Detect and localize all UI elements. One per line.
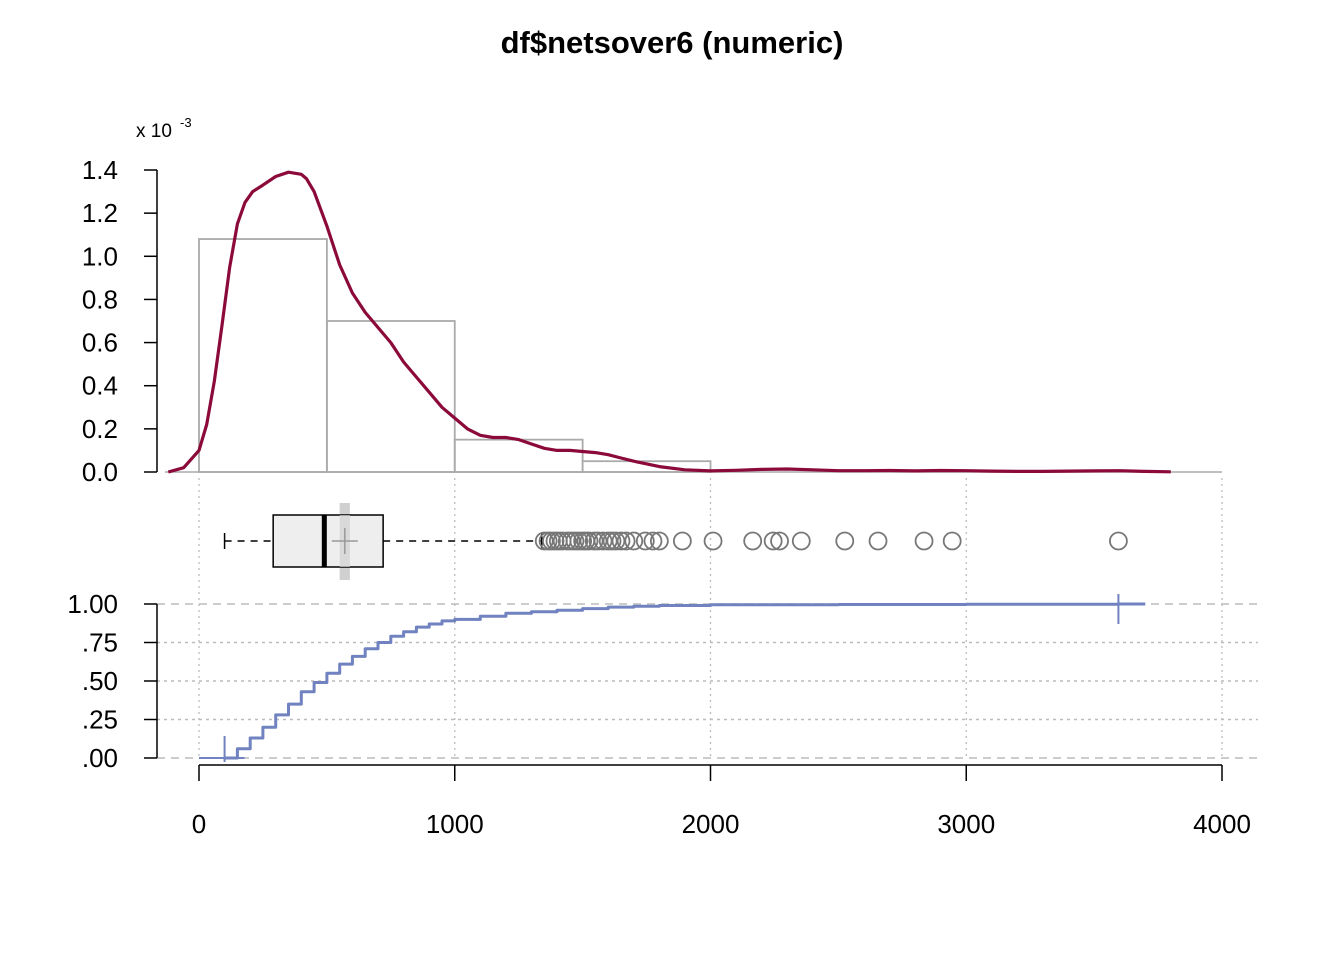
density-y-tick-label: 0.2	[82, 414, 118, 444]
ecdf-y-tick-label: .75	[82, 628, 118, 658]
boxplot-panel	[223, 503, 1128, 580]
outlier-point	[606, 531, 626, 551]
density-y-tick-label: 0.4	[82, 371, 118, 401]
x-axis: 0 1000 2000 3000 4000	[192, 764, 1251, 839]
outlier-point	[672, 531, 692, 551]
density-y-tick-label: 1.2	[82, 198, 118, 228]
histogram-bar	[581, 460, 712, 473]
outlier-point	[868, 531, 888, 551]
density-y-tick-label: 0.6	[82, 328, 118, 358]
x-tick-label: 4000	[1193, 809, 1251, 839]
outlier-point	[616, 531, 636, 551]
outlier-point	[914, 531, 934, 551]
outlier-point	[593, 531, 613, 551]
outlier-point	[743, 531, 763, 551]
density-y-tick-label: 1.0	[82, 241, 118, 271]
density-curve	[167, 170, 1171, 474]
outlier-point	[624, 531, 644, 551]
ecdf-y-tick-label: 1.00	[67, 589, 118, 619]
outlier-point	[942, 531, 962, 551]
outlier-point	[770, 531, 789, 551]
x-tick-label: 2000	[682, 809, 740, 839]
outlier-point	[703, 531, 723, 551]
outlier-point	[649, 531, 669, 551]
outlier-point	[835, 531, 855, 551]
outlier-point	[611, 531, 631, 551]
histogram-bar	[453, 438, 584, 473]
ecdf-y-tick-label: .00	[82, 743, 118, 773]
interquartile-box	[272, 514, 384, 568]
outlier-point	[643, 531, 663, 551]
density-y-tick-label: 0.8	[82, 284, 118, 314]
x-tick-label: 1000	[426, 809, 484, 839]
ecdf-y-tick-label: .50	[82, 666, 118, 696]
chart-title: df$netsover6 (numeric)	[501, 25, 844, 60]
x-tick-label: 3000	[937, 809, 995, 839]
density-y-multiplier: x 10 -3	[136, 115, 192, 142]
density-y-multiplier-base: x 10	[136, 121, 172, 142]
density-y-multiplier-exponent: -3	[180, 115, 192, 130]
outlier-point	[588, 531, 608, 551]
density-y-tick-label: 0.0	[82, 457, 118, 487]
ecdf-y-tick-label: .25	[82, 705, 118, 735]
outlier-point	[791, 531, 811, 551]
ecdf-panel: .00 .25 .50 .75 1.00	[67, 589, 1258, 773]
x-tick-label: 0	[192, 809, 206, 839]
histogram-panel: 0.0 0.2 0.4 0.6 0.8 1.0 1.2 1.4	[82, 155, 1222, 487]
outlier-point	[1109, 531, 1128, 551]
ecdf-curve	[224, 602, 1146, 760]
outlier-point	[635, 531, 655, 551]
histogram-bar	[325, 320, 456, 473]
outlier-point	[763, 531, 783, 551]
density-y-tick-label: 1.4	[82, 155, 118, 185]
outlier-point	[579, 531, 599, 551]
